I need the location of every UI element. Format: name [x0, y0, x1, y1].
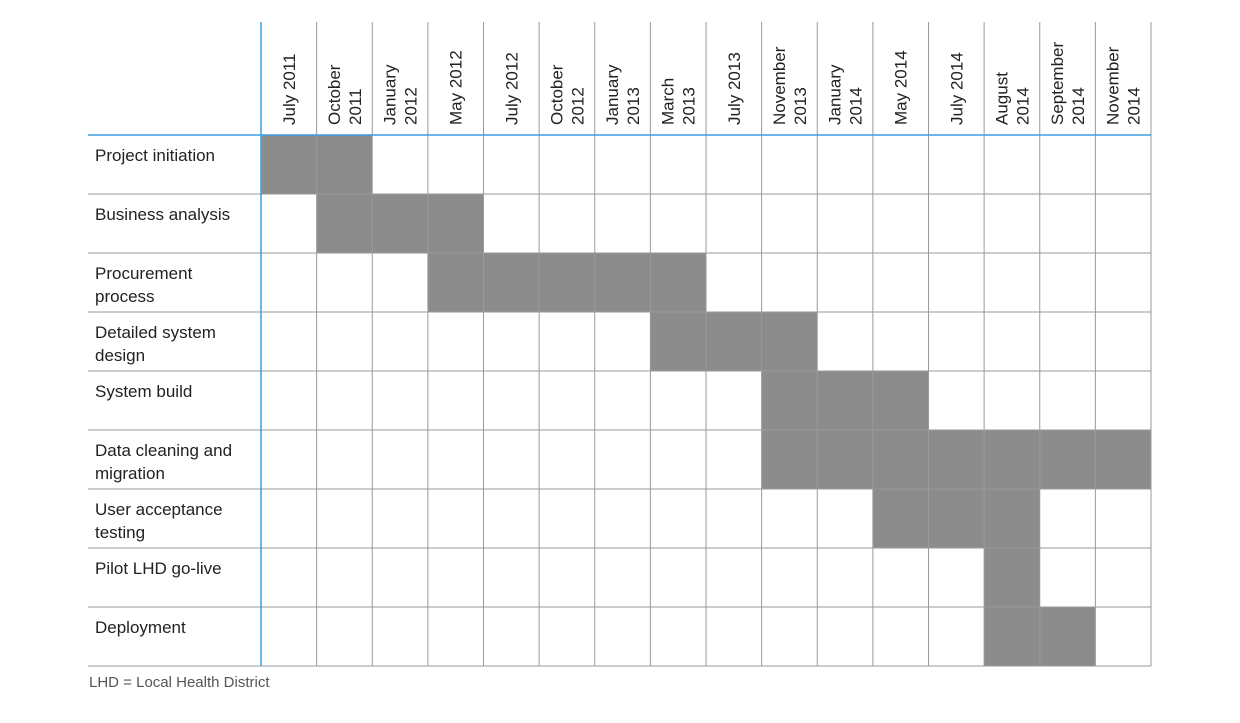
column-label-12: May 2014 [892, 50, 911, 125]
column-label-5: July 2012 [502, 52, 521, 125]
column-label-9: July 2013 [725, 52, 744, 125]
gantt-bar-3 [427, 253, 706, 312]
column-label-15: September 2014 [1048, 42, 1088, 125]
row-label-6: Data cleaning and migration [95, 441, 232, 483]
column-label-1: July 2011 [280, 53, 299, 125]
row-label-9: Deployment [95, 618, 186, 637]
gantt-bar-5 [761, 371, 929, 430]
column-label-16: November 2014 [1104, 46, 1144, 125]
column-label-14: August 2014 [992, 72, 1032, 125]
row-label-4: Detailed system design [95, 323, 216, 365]
row-label-7: User acceptance testing [95, 500, 223, 542]
row-label-5: System build [95, 382, 192, 401]
gantt-bar-6 [761, 430, 1151, 489]
row-label-8: Pilot LHD go-live [95, 559, 222, 578]
row-label-3: Procurement process [95, 264, 193, 306]
gantt-bar-2 [316, 194, 484, 253]
gantt-bar-4 [650, 312, 818, 371]
row-label-2: Business analysis [95, 205, 230, 224]
column-label-7: January 2013 [603, 64, 643, 125]
column-label-10: November 2013 [770, 46, 810, 125]
gantt-bar-7 [872, 489, 1040, 548]
gantt-bar-8 [984, 548, 1040, 607]
column-label-8: March 2013 [659, 78, 699, 125]
column-label-3: January 2012 [381, 64, 421, 125]
column-label-4: May 2012 [447, 50, 466, 125]
column-label-13: July 2014 [947, 52, 966, 125]
column-label-11: January 2014 [826, 64, 866, 125]
row-label-1: Project initiation [95, 146, 215, 165]
column-label-6: October 2012 [547, 64, 587, 125]
column-label-2: October 2011 [325, 64, 365, 125]
footnote: LHD = Local Health District [89, 674, 270, 691]
